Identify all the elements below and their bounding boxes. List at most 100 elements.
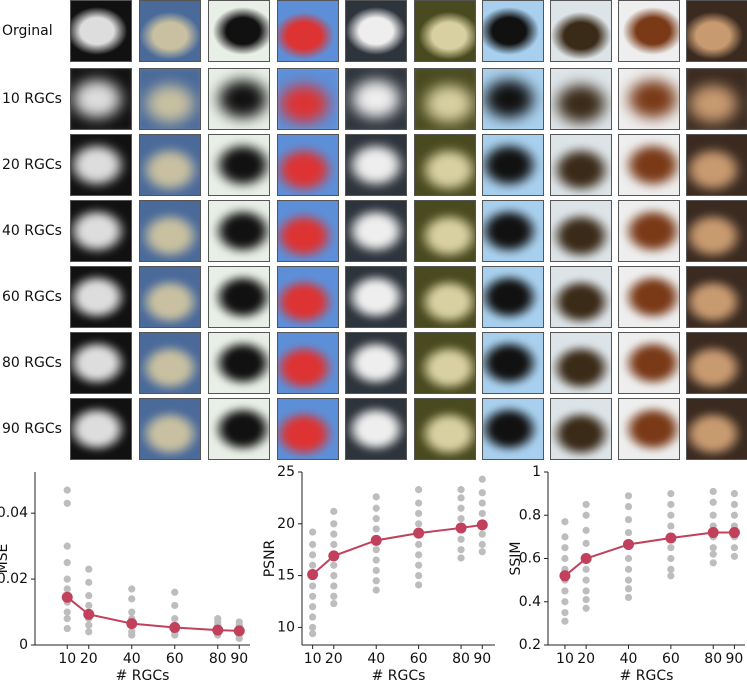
sample-point (624, 585, 633, 593)
sample-point (372, 586, 380, 594)
sample-point (709, 511, 717, 519)
sample-point (624, 576, 633, 584)
image-tile (70, 200, 132, 262)
image-tile (345, 332, 407, 394)
sample-point (709, 498, 717, 506)
image-tile (686, 332, 747, 394)
x-tick-label: 60 (662, 651, 680, 667)
sample-point (478, 499, 486, 507)
sample-point (372, 556, 380, 564)
sample-point (309, 540, 317, 549)
x-axis-label: # RGCs (620, 668, 674, 684)
image-tile (482, 332, 544, 394)
mean-line (564, 531, 735, 577)
sample-point (582, 565, 590, 573)
sample-point (372, 515, 380, 523)
sample-point (582, 500, 590, 509)
image-tile (550, 200, 612, 262)
sample-point (561, 587, 569, 595)
image-tile (550, 0, 612, 62)
sample-point (63, 559, 71, 567)
mean-point (307, 569, 319, 581)
sample-point (309, 603, 317, 611)
sample-point (457, 504, 465, 512)
sample-point (582, 526, 590, 534)
x-tick-label: 80 (209, 651, 227, 667)
sample-point (85, 578, 93, 586)
sample-point (709, 544, 717, 552)
image-tile (139, 332, 201, 394)
x-tick-label: 80 (704, 651, 722, 667)
sample-point (415, 581, 423, 589)
sample-point (309, 613, 317, 621)
sample-point (415, 486, 423, 494)
y-axis-label: PSNR (262, 539, 278, 577)
sample-point (730, 490, 739, 498)
sample-point (128, 585, 136, 593)
image-tile (277, 200, 339, 262)
sample-point (582, 576, 590, 584)
sample-point (63, 575, 71, 583)
mean-point (83, 608, 95, 620)
image-tile (345, 134, 407, 196)
sample-point (330, 592, 338, 600)
image-tile (208, 266, 270, 328)
image-tile (482, 398, 544, 460)
image-tile (414, 332, 476, 394)
sample-point (309, 561, 317, 569)
image-tile (618, 266, 680, 328)
sample-point (478, 509, 486, 518)
sample-point (63, 542, 71, 550)
mean-point (169, 622, 181, 634)
sample-point (372, 493, 380, 501)
image-tile (277, 134, 339, 196)
x-tick-label: 40 (367, 651, 385, 667)
sample-point (582, 604, 590, 612)
mean-point (212, 624, 224, 636)
mean-point (370, 534, 382, 546)
sample-point (730, 511, 739, 519)
row-label: 40 RGCs (2, 223, 62, 239)
row-label: 80 RGCs (2, 355, 62, 371)
y-tick-label: 15 (277, 568, 295, 584)
x-tick-label: 80 (452, 651, 470, 667)
mean-point (61, 591, 73, 603)
image-tile (277, 398, 339, 460)
image-tile (550, 134, 612, 196)
sample-point (128, 631, 136, 639)
image-tile (686, 68, 747, 130)
image-tile (414, 266, 476, 328)
sample-point (330, 507, 338, 515)
sample-point (561, 598, 569, 606)
sample-point (372, 546, 380, 554)
image-tile (414, 68, 476, 130)
image-tile (70, 266, 132, 328)
sample-point (582, 511, 590, 519)
sample-point (561, 617, 569, 625)
sample-point (372, 525, 380, 533)
image-tile (482, 0, 544, 62)
sample-point (330, 571, 338, 580)
image-tile (414, 0, 476, 62)
mean-point (559, 570, 571, 582)
image-tile (686, 200, 747, 262)
sample-point (624, 492, 633, 500)
image-tile (414, 200, 476, 262)
sample-point (171, 631, 179, 639)
image-tile (277, 332, 339, 394)
sample-point (309, 623, 317, 631)
sample-point (478, 489, 486, 497)
sample-point (63, 615, 71, 623)
sample-point (330, 540, 338, 549)
sample-point (128, 608, 136, 616)
image-tile (618, 332, 680, 394)
sample-point (624, 528, 633, 537)
mean-point (728, 527, 740, 539)
image-tile (686, 0, 747, 62)
sample-point (667, 500, 675, 509)
sample-point (309, 592, 317, 600)
x-tick-label: 20 (577, 651, 595, 667)
image-tile (208, 134, 270, 196)
